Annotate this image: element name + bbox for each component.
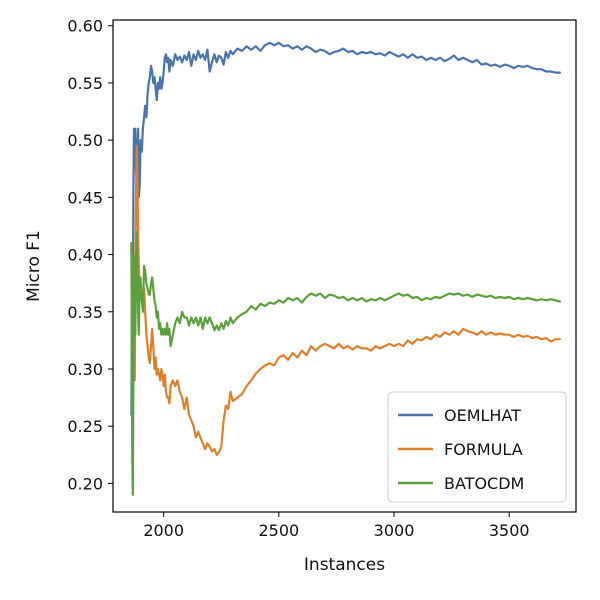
legend-label-oemlhat: OEMLHAT (444, 406, 521, 425)
x-tick-label: 3000 (374, 521, 415, 540)
x-tick-label: 3500 (489, 521, 530, 540)
y-tick-label: 0.20 (67, 474, 103, 493)
y-tick-label: 0.35 (67, 303, 103, 322)
y-axis: 0.20 0.25 0.30 0.35 0.40 0.45 0.50 0.55 0.60 (67, 17, 113, 493)
x-axis: 2000 2500 3000 3500 (143, 512, 530, 540)
y-tick-label: 0.55 (67, 74, 103, 93)
series-line-oemlhat (130, 41, 561, 451)
plot-frame (112, 19, 577, 513)
y-tick-label: 0.50 (67, 131, 103, 150)
x-axis-label: Instances (304, 555, 385, 575)
legend-label-batocdm: BATOCDM (444, 474, 524, 493)
x-tick-label: 2000 (143, 521, 184, 540)
series-layer (130, 41, 561, 496)
legend-box (387, 391, 567, 503)
series-line-batocdm (130, 230, 561, 496)
y-tick-label: 0.60 (67, 17, 103, 36)
y-tick-label: 0.30 (67, 360, 103, 379)
x-tick-label: 2500 (258, 521, 299, 540)
legend: OEMLHAT FORMULA BATOCDM (387, 391, 567, 503)
y-tick-label: 0.25 (67, 417, 103, 436)
legend-label-formula: FORMULA (444, 440, 523, 459)
y-tick-label: 0.40 (67, 246, 103, 265)
y-tick-label: 0.45 (67, 188, 103, 207)
series-line-formula (130, 144, 561, 456)
y-axis-label: Micro F1 (24, 230, 44, 302)
